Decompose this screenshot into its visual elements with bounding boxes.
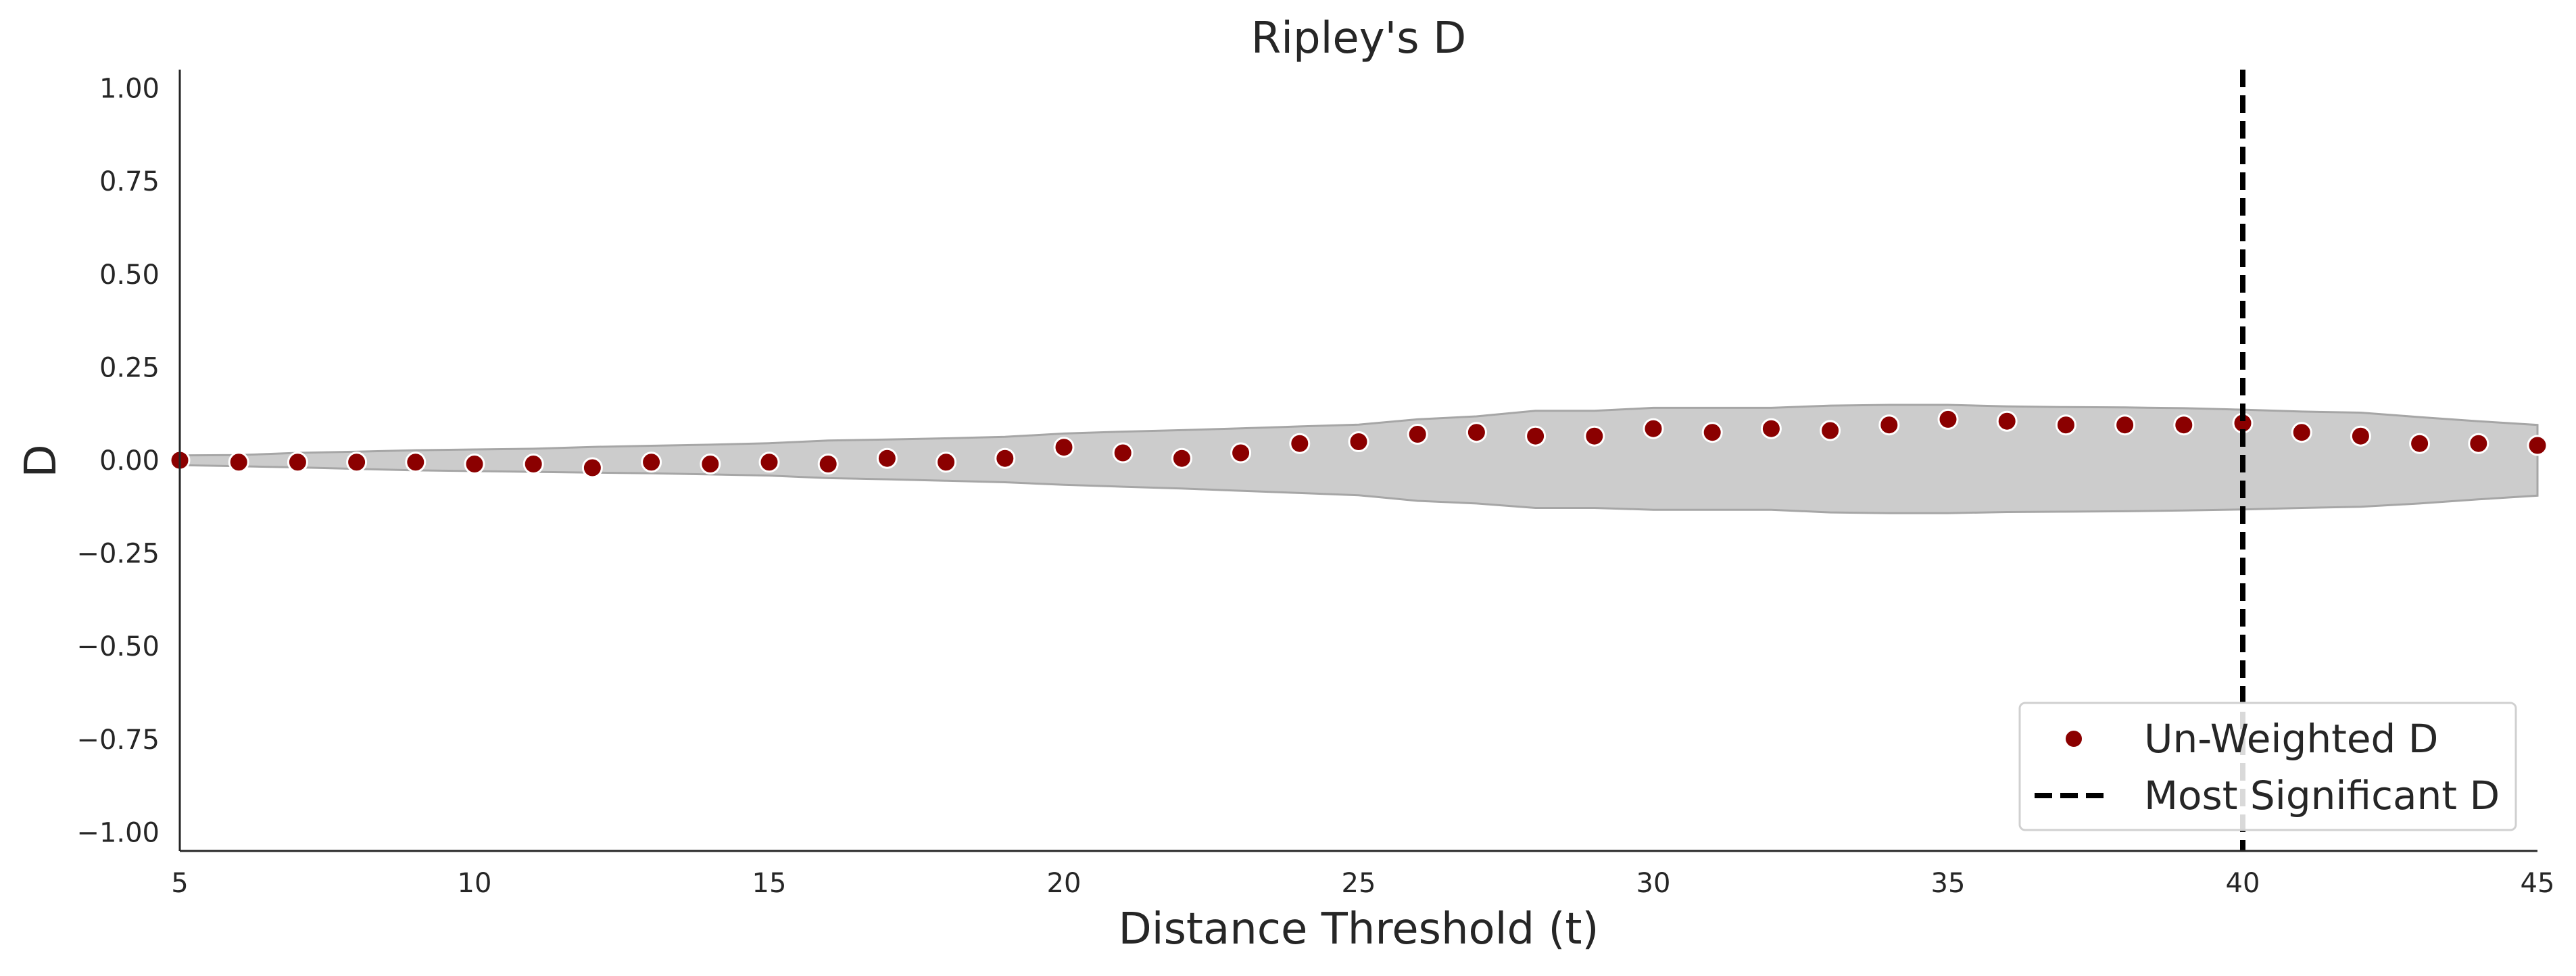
legend: Un-Weighted D Most Significant D <box>2018 702 2517 831</box>
y-tick-label: 0.75 <box>99 166 160 197</box>
data-point <box>1465 422 1487 443</box>
data-point <box>2291 422 2312 443</box>
x-tick-label: 45 <box>2521 868 2555 899</box>
data-point <box>2173 414 2195 436</box>
data-point <box>1289 433 1311 454</box>
data-point <box>228 452 249 473</box>
data-point <box>287 452 308 473</box>
envelope-band <box>178 404 2539 514</box>
data-point <box>2350 425 2371 447</box>
data-point <box>2114 414 2136 436</box>
data-point <box>2409 433 2431 454</box>
x-tick-label: 35 <box>1931 868 1966 899</box>
data-point <box>1407 424 1428 445</box>
data-point <box>1584 425 1605 447</box>
data-point <box>2527 435 2548 456</box>
data-point <box>700 454 721 474</box>
data-point <box>523 454 544 474</box>
data-point <box>581 457 603 479</box>
x-tick-label: 15 <box>752 868 787 899</box>
y-tick-label: 0.50 <box>99 260 160 291</box>
legend-label-unweighted: Un-Weighted D <box>2144 716 2438 762</box>
data-point <box>1878 414 1900 436</box>
x-tick-labels: 5 10 15 20 25 30 35 40 45 <box>171 868 2554 899</box>
x-tick-label: 40 <box>2226 868 2260 899</box>
data-point <box>1348 431 1369 452</box>
x-tick-label: 20 <box>1047 868 1082 899</box>
y-tick-labels: 1.00 0.75 0.50 0.25 0.00 −0.25 −0.50 −0.75 −1.00 <box>76 74 160 849</box>
y-tick-label: 1.00 <box>99 74 160 105</box>
x-tick-label: 5 <box>171 868 188 899</box>
data-point <box>1820 420 1841 441</box>
x-tick-label: 10 <box>458 868 492 899</box>
data-point <box>1053 437 1075 458</box>
data-point <box>1643 418 1664 439</box>
y-tick-label: −1.00 <box>76 818 160 849</box>
legend-box <box>2018 702 2517 831</box>
data-point <box>935 452 957 473</box>
data-point <box>2055 414 2076 436</box>
confidence-envelope <box>178 404 2539 514</box>
y-axis-label: D <box>16 444 66 477</box>
data-point <box>1996 410 2018 432</box>
x-tick-label: 25 <box>1342 868 1376 899</box>
y-tick-label: 0.25 <box>99 352 160 383</box>
data-point <box>1230 442 1252 464</box>
data-point <box>1525 425 1547 447</box>
legend-label-significant: Most Significant D <box>2144 773 2500 819</box>
data-point <box>994 447 1016 469</box>
data-point <box>758 452 780 473</box>
data-point <box>1760 418 1782 439</box>
chart-title: Ripley's D <box>1251 14 1466 64</box>
data-point <box>1701 422 1723 443</box>
x-tick-label: 30 <box>1636 868 1671 899</box>
data-point <box>346 452 368 473</box>
y-tick-label: 0.00 <box>99 445 160 477</box>
data-point <box>2468 433 2489 454</box>
data-point <box>405 452 427 473</box>
data-point <box>641 452 662 473</box>
x-axis-label: Distance Threshold (t) <box>1119 904 1599 954</box>
y-tick-label: −0.25 <box>76 539 160 570</box>
scatter-points <box>169 408 2548 479</box>
data-point <box>1937 408 1959 430</box>
data-point <box>464 454 485 474</box>
data-point <box>1112 442 1134 464</box>
y-tick-label: −0.75 <box>76 725 160 756</box>
y-tick-label: −0.50 <box>76 631 160 662</box>
data-point <box>876 447 898 469</box>
data-point <box>817 454 839 474</box>
data-point <box>1171 447 1192 469</box>
legend-marker-unweighted <box>2064 729 2083 748</box>
